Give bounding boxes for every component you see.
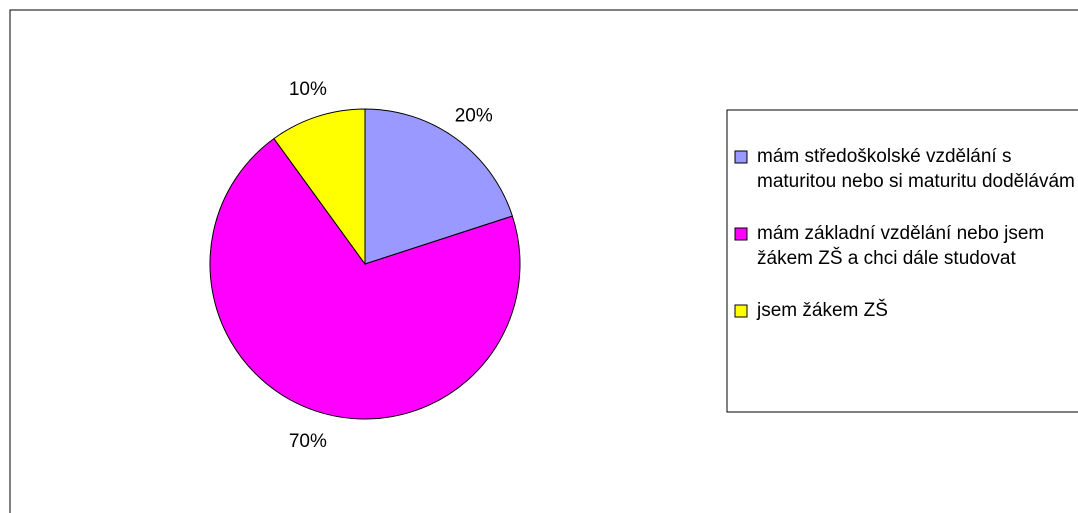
data-label: 10% bbox=[289, 79, 327, 100]
legend-line: mám středoškolské vzdělání s bbox=[757, 146, 1017, 167]
legend-label: jsem žákem ZŠ bbox=[756, 299, 888, 321]
legend-label: mám středoškolské vzdělání s maturitou n… bbox=[757, 146, 1075, 192]
pie-slice bbox=[364, 108, 514, 265]
legend-swatch bbox=[734, 227, 748, 241]
legend-line: maturitou nebo si maturitu dodělávám bbox=[757, 171, 1075, 192]
legend-line: mám základní vzdělání nebo jsem bbox=[757, 223, 1050, 244]
legend-box bbox=[726, 109, 1078, 413]
data-label: 70% bbox=[289, 431, 327, 452]
legend-line: jsem žákem ZŠ bbox=[756, 299, 888, 321]
legend-swatch bbox=[734, 304, 748, 318]
legend-label: mám základní vzdělání nebo jsem žákem ZŠ… bbox=[757, 223, 1050, 269]
pie-slice bbox=[273, 108, 366, 266]
data-label: 20% bbox=[455, 105, 493, 126]
legend-swatch bbox=[734, 150, 748, 164]
legend-line: žákem ZŠ a chci dále studovat bbox=[757, 247, 1016, 269]
pie-slice bbox=[209, 137, 521, 420]
